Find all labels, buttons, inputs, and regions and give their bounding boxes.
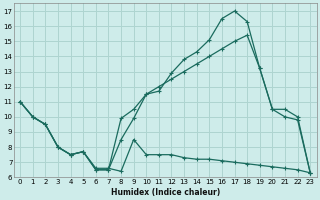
X-axis label: Humidex (Indice chaleur): Humidex (Indice chaleur) [111, 188, 220, 197]
